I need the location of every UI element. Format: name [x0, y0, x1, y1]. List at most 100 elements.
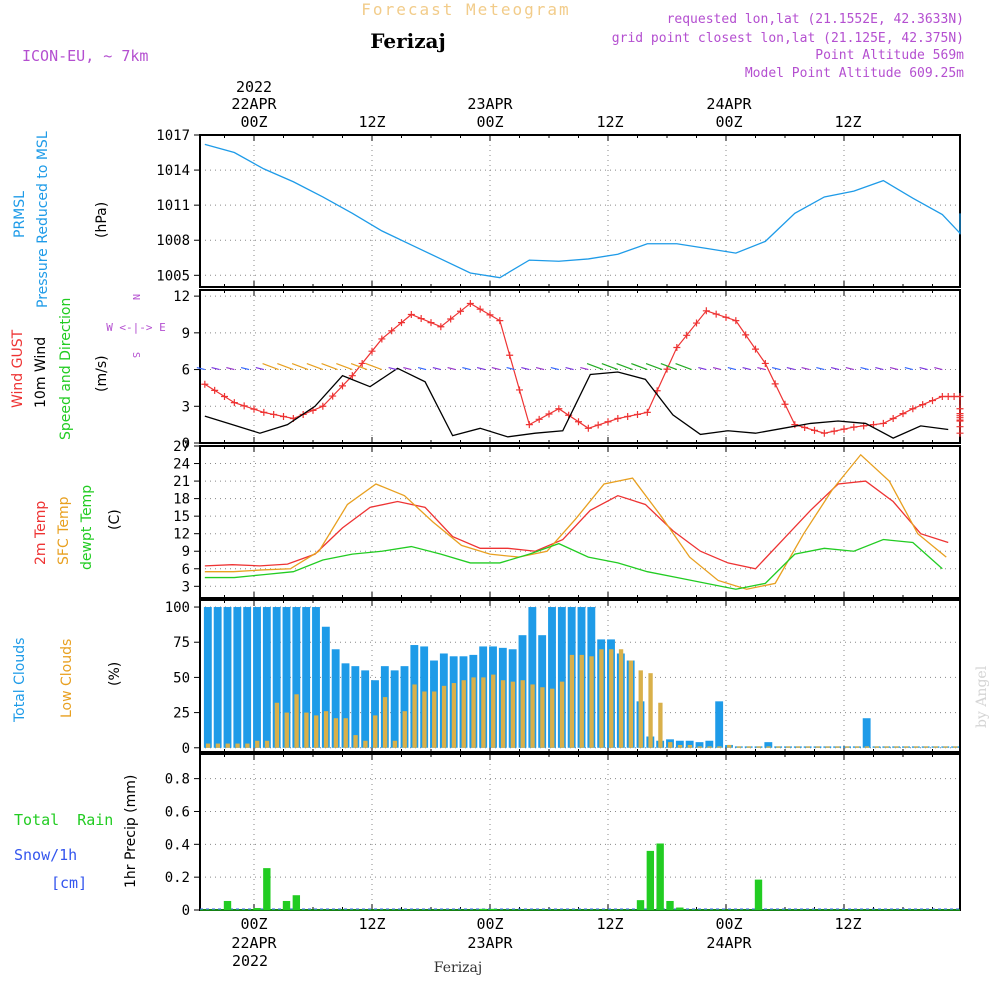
- gust-marker: [594, 421, 602, 429]
- ytick-label: 0.2: [165, 870, 190, 886]
- low-cloud-bar: [569, 654, 575, 748]
- wind-direction-arrow: [786, 366, 795, 371]
- top-date-1: 22APR: [231, 95, 277, 113]
- low-cloud-bar: [638, 670, 643, 748]
- low-cloud-bar: [884, 746, 889, 748]
- pressure-panel: 1005 1008 1011 1014 1017: [156, 128, 961, 288]
- low-cloud-bar: [294, 694, 299, 748]
- gust-marker: [643, 408, 651, 416]
- bottom-hour-4: 12Z: [596, 915, 623, 933]
- panel-frame: [199, 445, 961, 599]
- ytick-label: 75: [173, 635, 190, 651]
- gust-marker: [407, 310, 415, 318]
- gust-marker: [614, 415, 622, 423]
- low-cloud-bar: [402, 711, 407, 748]
- gust-marker: [240, 402, 248, 410]
- ytick-label: 21: [173, 474, 190, 490]
- total-cloud-bar: [400, 666, 409, 748]
- ytick-label: 1008: [156, 233, 190, 249]
- total-cloud-bar: [262, 607, 271, 748]
- wind-direction-arrow: [255, 366, 264, 371]
- wind-direction-arrow: [660, 362, 678, 371]
- low-cloud-bar: [589, 656, 594, 748]
- rain-bar: [282, 900, 291, 910]
- low-cloud-bar: [628, 660, 634, 748]
- low-cloud-bar: [835, 746, 840, 748]
- compass-south: S: [130, 352, 141, 358]
- gust-marker: [693, 319, 700, 327]
- point-altitude: Point Altitude 569m: [815, 48, 964, 63]
- low-cloud-bar: [717, 746, 722, 748]
- p5-ylabel: 1hr Precip (mm): [123, 775, 139, 888]
- wind-direction-arrow: [845, 366, 854, 371]
- gust-marker: [398, 319, 405, 327]
- low-cloud-bar: [904, 746, 909, 748]
- total-cloud-bar: [233, 607, 242, 748]
- total-cloud-bar: [223, 607, 232, 748]
- low-cloud-bar: [599, 649, 604, 748]
- total-cloud-bar: [341, 663, 350, 748]
- low-cloud-bar: [353, 735, 358, 748]
- gust-marker: [250, 405, 258, 413]
- low-cloud-bar: [668, 742, 673, 748]
- top-year-label: 2022: [236, 78, 272, 96]
- gust-marker: [417, 315, 425, 323]
- ytick-label: 0.8: [165, 772, 190, 788]
- bottom-year-label: 2022: [232, 952, 268, 970]
- wind-direction-arrow: [365, 362, 383, 371]
- wind-direction-arrow: [447, 366, 456, 371]
- ytick-label: 9: [182, 544, 190, 560]
- gust-marker: [270, 410, 278, 418]
- gust-marker: [506, 351, 514, 359]
- bottom-date-2: 23APR: [467, 934, 513, 952]
- low-cloud-bar: [894, 746, 899, 748]
- rain-bar: [292, 895, 301, 910]
- total-cloud-bar: [764, 742, 773, 748]
- low-cloud-bar: [658, 702, 663, 748]
- gust-marker: [427, 319, 435, 327]
- credit-watermark: by Angel: [974, 665, 990, 728]
- gust-marker: [260, 408, 268, 416]
- low-cloud-bar: [343, 718, 348, 748]
- wind-direction-arrow: [727, 366, 736, 371]
- wind-direction-arrow: [291, 362, 309, 371]
- wind-direction-arrow: [321, 362, 338, 371]
- ytick-label: 0: [182, 903, 190, 919]
- total-cloud-bar: [675, 740, 684, 748]
- total-cloud-bar: [695, 742, 704, 748]
- ytick-label: 50: [173, 670, 190, 686]
- ytick-label: 0: [182, 436, 190, 452]
- low-cloud-bar: [579, 654, 584, 748]
- ytick-label: 3: [182, 579, 190, 595]
- footer-location: Ferizaj: [434, 960, 482, 976]
- wind-direction-arrow: [860, 366, 869, 371]
- gust-marker: [535, 415, 543, 423]
- gust-marker: [525, 421, 533, 429]
- gust-marker: [584, 424, 592, 432]
- low-cloud-bar: [648, 673, 653, 748]
- p3-unit: (C): [107, 509, 123, 530]
- top-date-3: 24APR: [706, 95, 752, 113]
- gust-marker: [742, 331, 750, 339]
- wind-direction-arrow: [601, 362, 619, 371]
- rain-bar: [646, 850, 655, 910]
- total-cloud-bar: [685, 740, 694, 748]
- ytick-label: 12: [173, 289, 190, 305]
- low-cloud-bar: [913, 746, 919, 748]
- ytick-label: 25: [173, 706, 190, 722]
- gust-marker: [791, 421, 799, 429]
- top-hour-4: 12Z: [596, 113, 623, 131]
- gust-marker: [752, 345, 759, 353]
- p4-unit: (%): [107, 662, 123, 686]
- low-cloud-bar: [510, 681, 516, 748]
- bottom-hour-3: 00Z: [476, 915, 503, 933]
- wind-direction-arrow: [816, 366, 825, 371]
- total-cloud-bar: [351, 666, 360, 748]
- gust-marker: [388, 327, 396, 335]
- low-cloud-bar: [746, 746, 752, 748]
- compass-north: N: [130, 294, 141, 300]
- wind-direction-arrow: [350, 362, 368, 371]
- low-cloud-bar: [756, 746, 761, 748]
- low-cloud-bar: [707, 746, 712, 748]
